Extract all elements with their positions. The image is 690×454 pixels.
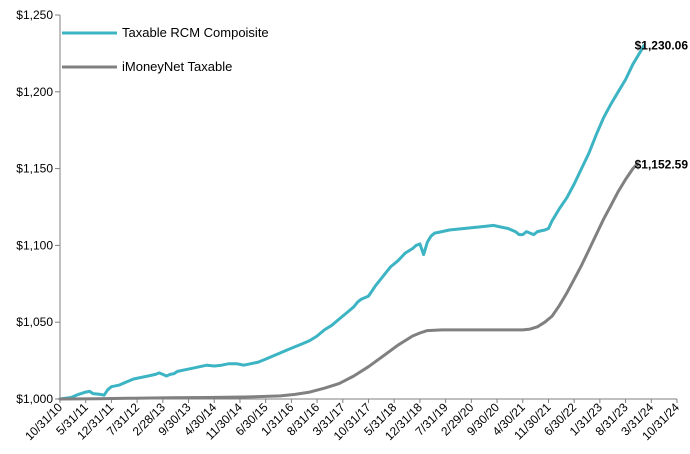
legend-label-1: iMoneyNet Taxable: [122, 59, 232, 74]
y-tick-label: $1,000: [16, 392, 53, 406]
y-axis: $1,000 $1,050 $1,100 $1,150 $1,200 $1,250: [16, 8, 61, 406]
series-line-1: [58, 163, 639, 401]
legend-label-0: Taxable RCM Compoisite: [122, 25, 269, 40]
legend: Taxable RCM Compoisite iMoneyNet Taxable: [62, 25, 269, 74]
end-value-labels: $1,230.06 $1,152.59: [635, 39, 689, 172]
x-axis: 10/31/105/31/1112/31/117/31/122/28/139/3…: [22, 398, 682, 443]
y-tick-label: $1,150: [16, 162, 53, 176]
series-lines: [58, 44, 646, 401]
y-tick-label: $1,250: [16, 8, 53, 22]
y-tick-label: $1,050: [16, 315, 53, 329]
y-tick-label: $1,200: [16, 85, 53, 99]
y-tick-label: $1,100: [16, 238, 53, 252]
series-line-0: [58, 44, 646, 401]
end-value-label-1: $1,152.59: [635, 158, 689, 172]
end-value-label-0: $1,230.06: [635, 39, 689, 53]
